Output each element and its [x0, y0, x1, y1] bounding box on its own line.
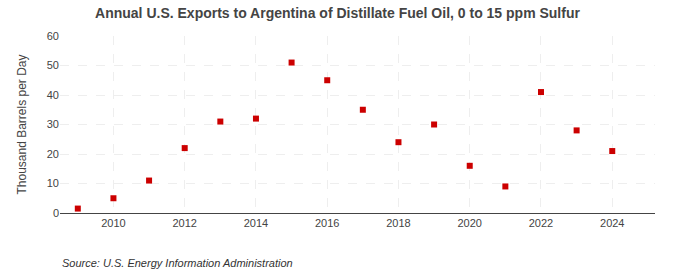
svg-text:Thousand Barrels per Day: Thousand Barrels per Day: [15, 54, 29, 194]
svg-text:2014: 2014: [244, 217, 268, 229]
svg-text:2010: 2010: [101, 217, 125, 229]
svg-text:0: 0: [53, 207, 59, 219]
svg-text:40: 40: [47, 89, 59, 101]
svg-text:10: 10: [47, 177, 59, 189]
svg-text:Source: U.S. Energy Informatio: Source: U.S. Energy Information Administ…: [62, 257, 293, 269]
svg-text:50: 50: [47, 59, 59, 71]
svg-text:30: 30: [47, 118, 59, 130]
svg-text:2016: 2016: [315, 217, 339, 229]
svg-text:2018: 2018: [386, 217, 410, 229]
svg-text:Annual U.S. Exports to Argenti: Annual U.S. Exports to Argentina of Dist…: [95, 5, 580, 21]
svg-text:2022: 2022: [529, 217, 553, 229]
svg-text:2012: 2012: [172, 217, 196, 229]
svg-text:60: 60: [47, 30, 59, 42]
svg-text:2024: 2024: [600, 217, 624, 229]
svg-text:2020: 2020: [457, 217, 481, 229]
svg-text:20: 20: [47, 148, 59, 160]
